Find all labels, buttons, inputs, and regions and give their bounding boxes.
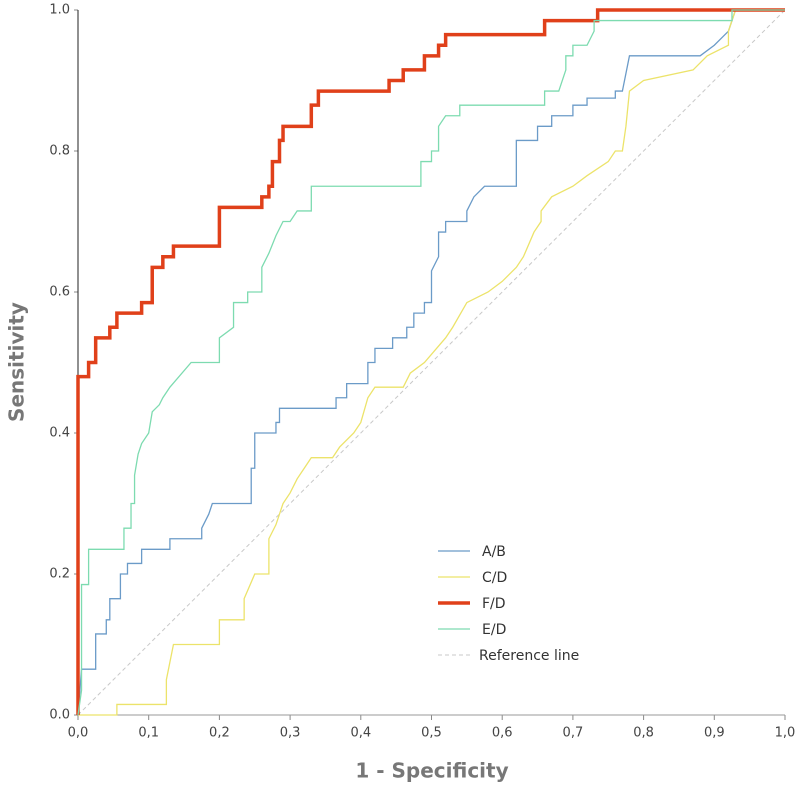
- x-tick-label: 0,2: [209, 726, 230, 741]
- x-tick-label: 0,7: [563, 726, 584, 741]
- x-tick-label: 0,6: [492, 726, 513, 741]
- y-tick-label: 0.0: [49, 708, 70, 723]
- y-tick-label: 1.0: [49, 3, 70, 18]
- x-tick-label: 0,4: [350, 726, 371, 741]
- x-tick-label: 0,8: [633, 726, 654, 741]
- y-tick-label: 0.8: [49, 144, 70, 159]
- x-axis-title: 1 - Specificity: [355, 759, 508, 783]
- roc-line: [77, 9, 785, 716]
- roc-line: [76, 8, 785, 715]
- y-axis-title: Sensitivity: [5, 302, 29, 422]
- legend-label: Reference line: [479, 648, 579, 664]
- legend-label: E/D: [482, 622, 506, 638]
- x-tick-label: 0,3: [280, 726, 301, 741]
- roc-line: [78, 9, 785, 716]
- x-tick-label: 0,0: [68, 726, 89, 741]
- y-tick-label: 0.2: [49, 567, 70, 582]
- x-tick-label: 0,9: [704, 726, 725, 741]
- x-tick-label: 0,5: [421, 726, 442, 741]
- legend-label: C/D: [482, 570, 507, 586]
- legend-label: F/D: [482, 596, 506, 612]
- y-tick-label: 0.4: [49, 426, 70, 441]
- x-tick-label: 0,1: [138, 726, 159, 741]
- roc-line: [77, 9, 785, 716]
- y-tick-label: 0.6: [49, 285, 70, 300]
- legend-label: A/B: [482, 544, 506, 560]
- roc-line: [77, 9, 786, 716]
- x-tick-label: 1,0: [775, 726, 796, 741]
